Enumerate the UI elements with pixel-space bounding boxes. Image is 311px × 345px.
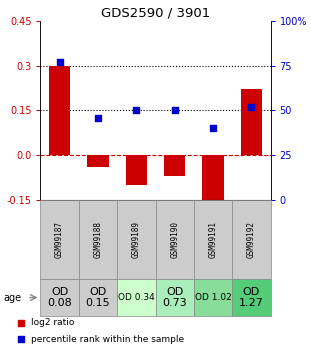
Text: log2 ratio: log2 ratio: [31, 318, 75, 327]
Bar: [117, 279, 156, 316]
Bar: [156, 279, 194, 316]
Bar: [164, 155, 185, 176]
Text: GSM99189: GSM99189: [132, 221, 141, 258]
Point: [211, 126, 216, 131]
Bar: [79, 279, 117, 316]
Text: GSM99187: GSM99187: [55, 221, 64, 258]
Point: [57, 59, 62, 65]
Bar: [194, 279, 232, 316]
Title: GDS2590 / 3901: GDS2590 / 3901: [101, 7, 210, 20]
Bar: [40, 200, 79, 279]
Point: [172, 108, 177, 113]
Bar: [49, 66, 70, 155]
Text: OD 1.02: OD 1.02: [195, 293, 231, 302]
Text: OD
0.08: OD 0.08: [47, 287, 72, 308]
Bar: [241, 89, 262, 155]
Text: GSM99190: GSM99190: [170, 221, 179, 258]
Bar: [79, 200, 117, 279]
Text: OD
0.15: OD 0.15: [86, 287, 110, 308]
Bar: [87, 155, 109, 167]
Point: [134, 108, 139, 113]
Text: GSM99191: GSM99191: [209, 221, 217, 258]
Bar: [40, 279, 79, 316]
Bar: [232, 279, 271, 316]
Text: OD
1.27: OD 1.27: [239, 287, 264, 308]
Text: percentile rank within the sample: percentile rank within the sample: [31, 335, 184, 344]
Text: OD
0.73: OD 0.73: [162, 287, 187, 308]
Bar: [117, 200, 156, 279]
Text: GSM99188: GSM99188: [94, 221, 102, 258]
Point: [95, 115, 100, 120]
Bar: [202, 155, 224, 208]
Text: age: age: [3, 293, 21, 303]
Point: [249, 104, 254, 110]
Bar: [126, 155, 147, 185]
Text: OD 0.34: OD 0.34: [118, 293, 155, 302]
Bar: [194, 200, 232, 279]
Bar: [156, 200, 194, 279]
Text: GSM99192: GSM99192: [247, 221, 256, 258]
Point: [208, 289, 213, 295]
Point: [208, 139, 213, 144]
Bar: [232, 200, 271, 279]
